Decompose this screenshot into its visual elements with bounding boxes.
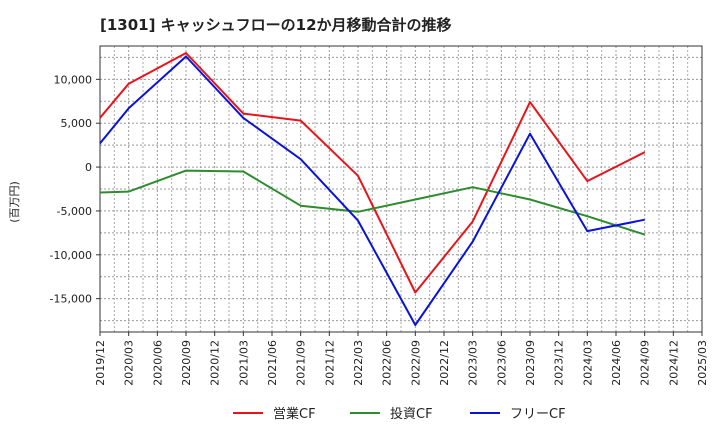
legend: 営業CF 投資CF フリーCF [233, 406, 566, 422]
y-tick-label: -10,000 [50, 249, 92, 262]
x-tick-label: 2019/12 [94, 340, 107, 386]
x-tick-label: 2020/03 [123, 340, 136, 386]
legend-label: フリーCF [510, 407, 566, 422]
x-tick-label: 2023/09 [524, 340, 537, 386]
x-tick-label: 2021/12 [323, 340, 336, 386]
x-tick-label: 2024/06 [610, 340, 623, 386]
x-axis: 2019/12 2020/03 2020/06 2020/09 2020/12 2021/… [94, 332, 709, 386]
series-line-フリーCF [99, 55, 645, 326]
x-tick-label: 2023/06 [495, 340, 508, 386]
grid [99, 46, 703, 332]
x-tick-label: 2022/09 [409, 340, 422, 386]
x-tick-label: 2023/03 [467, 340, 480, 386]
x-tick-label: 2022/03 [352, 340, 365, 386]
series-line-投資CF [99, 169, 646, 236]
y-tick-label: 0 [85, 161, 92, 174]
x-tick-label: 2021/09 [295, 340, 308, 386]
x-tick-label: 2024/12 [667, 340, 680, 386]
x-tick-label: 2020/09 [180, 340, 193, 386]
x-tick-label: 2024/09 [639, 340, 652, 386]
y-tick-label: -5,000 [57, 205, 92, 218]
x-tick-label: 2022/12 [438, 340, 451, 386]
x-tick-label: 2024/03 [581, 340, 594, 386]
x-tick-label: 2021/03 [237, 340, 250, 386]
x-tick-label: 2020/12 [209, 340, 222, 386]
y-tick-label: -15,000 [50, 293, 92, 306]
x-tick-label: 2021/06 [266, 340, 279, 386]
y-tick-label: 10,000 [54, 73, 93, 86]
y-axis-label: (百万円) [8, 181, 21, 223]
plot-frame [99, 45, 703, 333]
y-axis: 10,000 5,000 0 -5,000 -10,000 -15,000 [50, 73, 100, 306]
x-tick-label: 2023/12 [553, 340, 566, 386]
chart-title: [1301] キャッシュフローの12か月移動合計の推移 [100, 16, 452, 34]
legend-label: 営業CF [273, 406, 316, 422]
x-tick-label: 2022/06 [381, 340, 394, 386]
x-tick-label: 2020/06 [151, 340, 164, 386]
y-tick-label: 5,000 [61, 117, 93, 130]
series-lines [99, 52, 646, 326]
series-line-営業CF [99, 52, 646, 294]
x-tick-label: 2025/03 [696, 340, 709, 386]
legend-label: 投資CF [390, 406, 433, 422]
